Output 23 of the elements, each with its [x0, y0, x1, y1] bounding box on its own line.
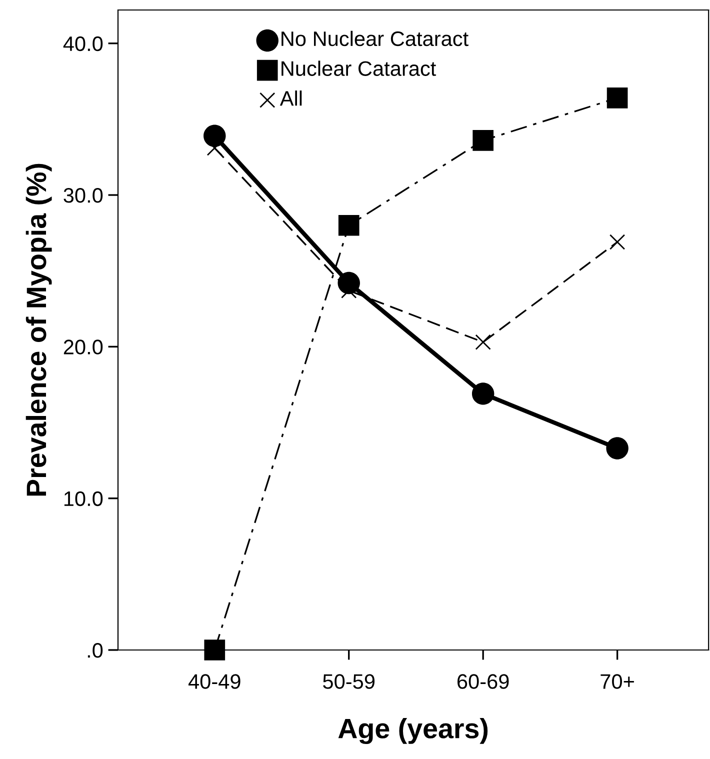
point — [338, 214, 360, 236]
y-tick-label: 40.0 — [63, 36, 103, 52]
legend-label: Nuclear Cataract — [282, 60, 436, 76]
point — [204, 640, 226, 660]
x-tick-label: 70+ — [600, 674, 634, 689]
y-tick-label: 10.0 — [64, 491, 103, 506]
legend-label: No Nuclear Cataract — [282, 30, 468, 46]
y-tick-label: .0 — [88, 643, 103, 658]
point — [472, 130, 494, 151]
point — [475, 334, 491, 350]
point — [606, 437, 628, 460]
point — [204, 124, 226, 147]
point — [472, 382, 494, 405]
x-tick-label: 40-49 — [188, 674, 240, 689]
point — [610, 234, 625, 250]
y-tick-label: 20.0 — [64, 340, 103, 354]
x-tick-label: 50-59 — [323, 674, 375, 689]
y-axis-title: Prevalence of Myopia (%) — [26, 164, 52, 496]
legend-label: All — [280, 90, 302, 106]
x-tick-label: 60-69 — [458, 674, 509, 689]
x-axis-title: Age (years) — [338, 718, 488, 744]
point — [606, 88, 628, 108]
y-tick-label: 30.0 — [64, 188, 103, 203]
